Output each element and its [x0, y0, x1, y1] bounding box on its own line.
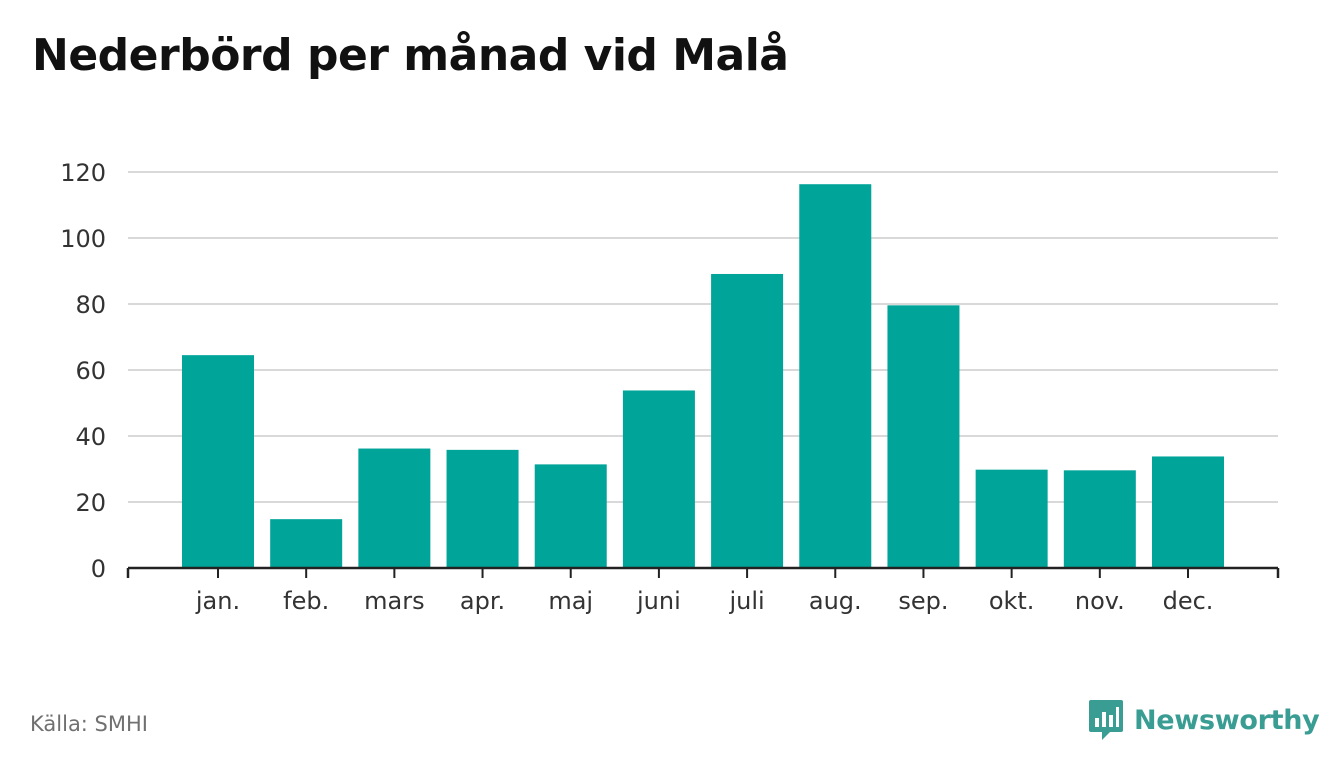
x-tick-label: feb. — [283, 587, 329, 615]
x-tick-label: juni — [636, 587, 681, 615]
bar-dec — [1152, 456, 1224, 568]
bars — [182, 184, 1224, 568]
bar-jan — [182, 355, 254, 568]
x-axis-tick-labels: jan. feb. mars apr. maj juni juli aug. sep. okt. n… — [195, 587, 1214, 615]
y-tick-label: 80 — [75, 291, 106, 319]
x-tick-label: maj — [548, 587, 593, 615]
bar-feb — [270, 519, 343, 568]
grid-lines — [128, 171, 1278, 503]
x-tick-label: mars — [364, 587, 424, 615]
x-tick-label: sep. — [898, 587, 948, 615]
x-tick-label: jan. — [195, 587, 240, 615]
bar-chart-speech-bubble-icon — [1089, 700, 1123, 740]
x-tick-label: apr. — [460, 587, 505, 615]
x-tick-label: juli — [728, 587, 764, 615]
chart-title: Nederbörd per månad vid Malå — [32, 30, 789, 81]
x-tick-label: dec. — [1163, 587, 1214, 615]
bar-juli — [711, 273, 784, 568]
bar-okt — [975, 469, 1048, 568]
bar-juni — [622, 390, 695, 568]
y-tick-label: 0 — [91, 555, 106, 583]
brand-logo[interactable]: Newsworthy — [1088, 698, 1320, 742]
bar-maj — [534, 464, 607, 568]
bar-nov — [1063, 470, 1136, 568]
y-tick-label: 100 — [60, 225, 106, 253]
bar-apr — [446, 449, 519, 568]
x-tick-label: nov. — [1075, 587, 1125, 615]
y-axis-tick-labels: 0 20 40 60 80 100 120 — [60, 159, 106, 583]
x-tick-label: aug. — [809, 587, 862, 615]
brand-name: Newsworthy — [1134, 704, 1320, 736]
bar-sep — [887, 305, 960, 568]
bar-aug — [799, 184, 872, 568]
x-tick-label: okt. — [989, 587, 1035, 615]
y-tick-label: 60 — [75, 357, 106, 385]
source-note: Källa: SMHI — [30, 712, 148, 736]
y-tick-label: 20 — [75, 489, 106, 517]
bar-mars — [358, 448, 431, 568]
y-tick-label: 120 — [60, 159, 106, 187]
y-tick-label: 40 — [75, 423, 106, 451]
x-axis — [126, 566, 1280, 578]
